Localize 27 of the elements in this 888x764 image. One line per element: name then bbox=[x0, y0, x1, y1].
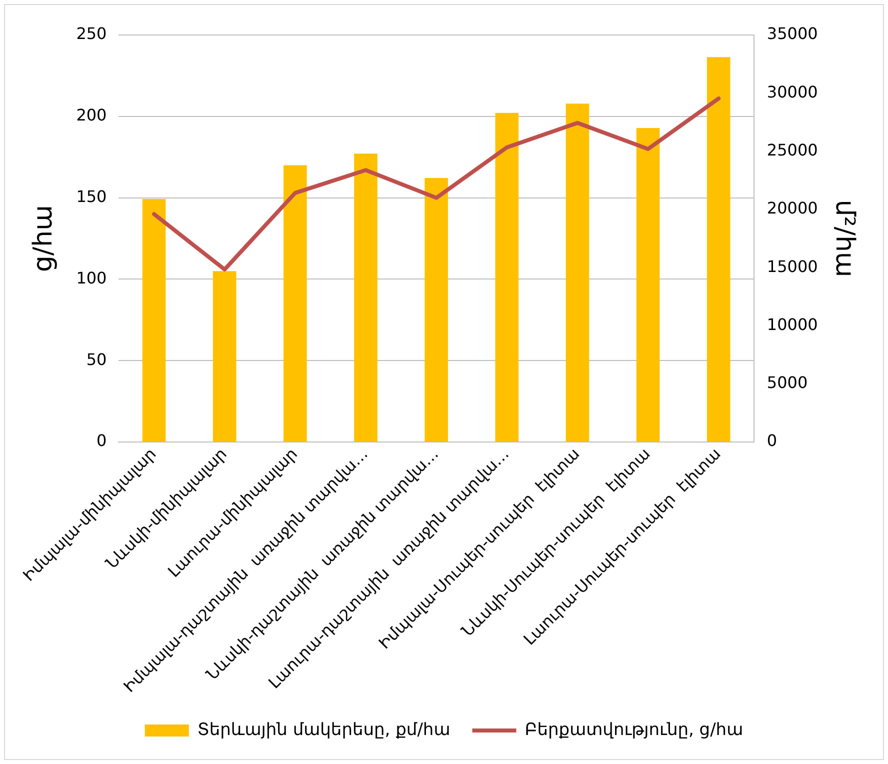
y2-tick-label: 0 bbox=[766, 431, 778, 450]
bar bbox=[424, 178, 448, 442]
y-tick-label: 250 bbox=[76, 24, 107, 44]
y-tick-label: 150 bbox=[76, 186, 107, 206]
bar bbox=[636, 128, 660, 442]
bar bbox=[212, 271, 236, 442]
y2-tick-label: 30000 bbox=[766, 82, 818, 102]
legend-label: Բերքատվությունը, ց/հա bbox=[524, 720, 744, 740]
bar bbox=[284, 165, 307, 442]
y-tick-label: 50 bbox=[86, 350, 107, 369]
y-tick-label: 200 bbox=[76, 106, 107, 125]
y2-tick-label: 20000 bbox=[766, 198, 818, 218]
y2-tick-label: 15000 bbox=[766, 256, 818, 276]
y-tick-label: 100 bbox=[76, 268, 107, 288]
y2-tick-label: 10000 bbox=[766, 314, 818, 334]
y-axis-title: ց/հա bbox=[28, 205, 58, 272]
legend-label: Տերևային մակերեսը, քմ/հա bbox=[197, 720, 450, 740]
y2-axis-title: մ²/հա bbox=[830, 200, 860, 278]
bar bbox=[706, 57, 730, 442]
y-tick-label: 0 bbox=[96, 431, 107, 450]
bar bbox=[495, 112, 519, 442]
bar bbox=[354, 154, 378, 442]
y2-tick-label: 5000 bbox=[766, 373, 808, 392]
bar bbox=[142, 198, 166, 442]
y2-tick-label: 25000 bbox=[766, 140, 818, 160]
bar bbox=[566, 104, 590, 442]
y2-tick-label: 35000 bbox=[766, 24, 818, 44]
